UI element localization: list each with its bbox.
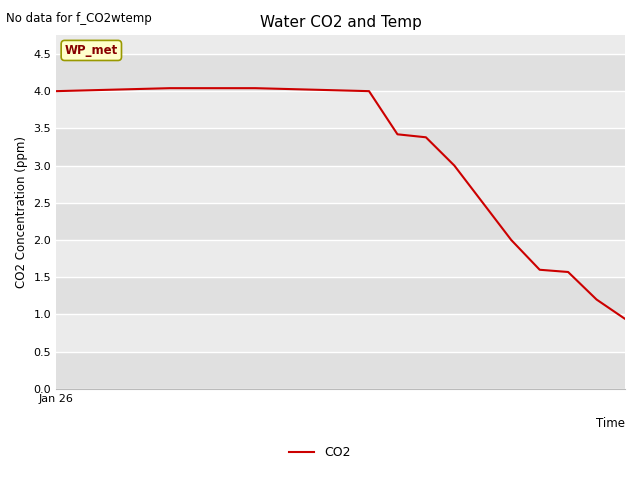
Bar [56,128,625,166]
Bar [56,352,625,389]
Bar [56,314,625,352]
Bar [56,277,625,314]
Title: Water CO2 and Temp: Water CO2 and Temp [260,15,422,30]
Bar [56,54,625,91]
Y-axis label: CO2 Concentration (ppm): CO2 Concentration (ppm) [15,136,28,288]
Text: Time: Time [596,417,625,430]
Bar [56,240,625,277]
Bar [56,166,625,203]
Text: No data for f_CO2wtemp: No data for f_CO2wtemp [6,12,152,25]
Bar [56,203,625,240]
Text: WP_met: WP_met [65,44,118,57]
Legend: CO2: CO2 [284,441,356,464]
Bar [56,91,625,128]
